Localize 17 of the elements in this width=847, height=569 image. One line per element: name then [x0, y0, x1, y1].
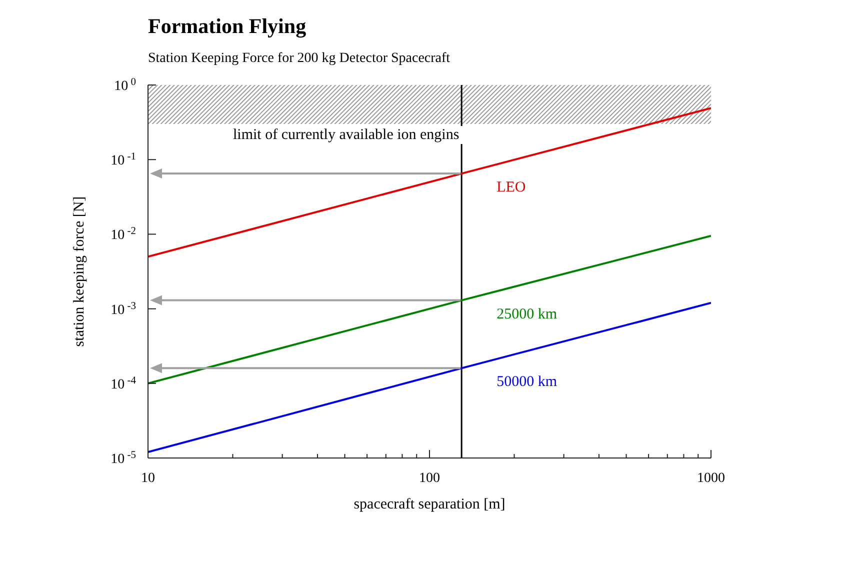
x-axis-title: spacecraft separation [m]: [354, 496, 506, 513]
series-label: 50000 km: [496, 374, 558, 390]
y-tick-label: 10$^{-3}$: [110, 300, 136, 318]
x-tick-label: 1000: [697, 471, 725, 486]
x-tick-label: 10: [141, 471, 155, 486]
band-label: limit of currently available ion engins: [228, 126, 464, 144]
chart-subtitle: Station Keeping Force for 200 kg Detector Spacecraft: [148, 51, 450, 67]
series-label: 25000 km: [496, 306, 558, 322]
y-tick-label: 10$^{0}$: [114, 76, 136, 94]
x-tick-label: 100: [419, 471, 440, 486]
chart-title: Formation Flying: [148, 14, 306, 39]
y-tick-label: 10$^{-1}$: [110, 151, 136, 169]
y-tick-label: 10$^{-4}$: [110, 374, 137, 392]
y-axis-title: station keeping force [N]: [71, 196, 88, 347]
y-tick-label: 10$^{-5}$: [110, 450, 136, 467]
series-label: LEO: [496, 180, 526, 196]
y-tick-label: 10$^{-2}$: [110, 226, 136, 244]
